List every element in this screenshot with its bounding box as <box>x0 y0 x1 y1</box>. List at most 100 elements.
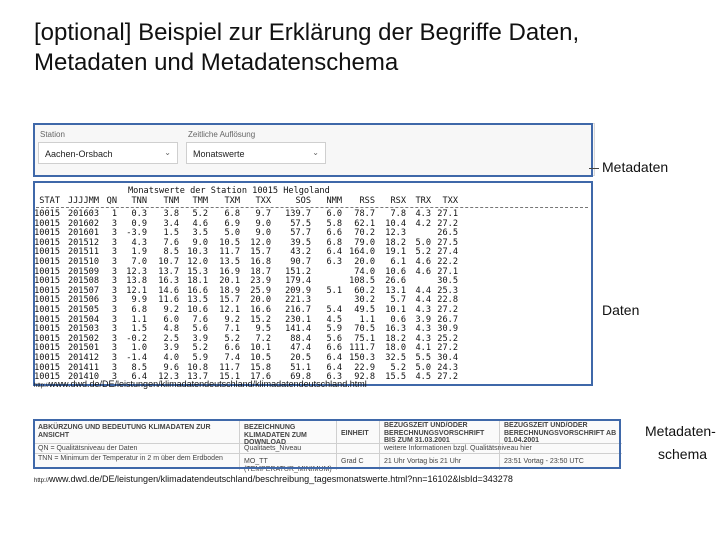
table-cell: 1 <box>111 209 117 219</box>
table-cell: 3 <box>111 228 117 239</box>
table-cell: 10.6 <box>385 266 406 277</box>
table-cell: 201410 <box>67 372 99 383</box>
table-cell: 47.4 <box>290 343 311 354</box>
table-cell: 5.9 <box>326 324 342 335</box>
table-cell: 10015 <box>34 276 60 287</box>
table-row: 10015 201602 3 0.9 3.4 4.6 6.9 9.0 57.5 5.8 62.1 10… <box>34 218 588 229</box>
table-cell: 10.7 <box>158 257 179 267</box>
table-cell: 7.6 <box>192 314 208 325</box>
table-cell: 13.5 <box>187 295 208 306</box>
schema-header-abbreviation: ABKÜRZUNG UND BEDEUTUNG KLIMADATEN ZUR A… <box>38 424 211 439</box>
table-cell: 74.0 <box>354 266 375 277</box>
table-cell: 3 <box>111 295 117 306</box>
table-cell: 6.8 <box>224 209 240 219</box>
column-header: TNN <box>131 196 147 206</box>
schema-row2-download-name: MO_TT (TEMPERATUR_MINIMUM) <box>244 458 332 473</box>
table-cell: 10015 <box>34 237 60 248</box>
table-row: 10015 201511 3 1.9 8.5 10.3 11.7 15.7 43.2 6.4 164… <box>34 247 588 258</box>
table-cell: 179.4 <box>285 276 311 287</box>
schema-row1-info-link[interactable]: weitere Informationen bzgl. Qualitätsniv… <box>384 445 532 452</box>
table-cell: 6.0 <box>163 314 179 325</box>
table-row: 10015 201510 3 7.0 10.7 12.0 13.5 16.8 90.7 6.3 20… <box>34 257 588 267</box>
table-cell: 10015 <box>34 257 60 267</box>
table-cell: 16.8 <box>250 257 271 267</box>
table-cell: 10015 <box>34 353 60 363</box>
metadata-pointer-line <box>589 168 599 169</box>
table-cell: -1.4 <box>126 353 147 363</box>
column-header: TNM <box>163 196 179 206</box>
table-cell: 4.8 <box>163 324 179 335</box>
table-cell: 3.9 <box>163 343 179 354</box>
table-cell: 6.6 <box>326 343 342 354</box>
table-cell: 5.8 <box>326 218 342 229</box>
table-cell: 15.7 <box>219 295 240 306</box>
table-cell: 4.6 <box>415 266 431 277</box>
table-cell: 1.5 <box>163 228 179 239</box>
schema-label-line2: schema <box>658 446 708 462</box>
table-cell: 201412 <box>67 353 99 363</box>
table-cell: 7.6 <box>163 237 179 248</box>
table-row: 10015 201509 3 12.3 13.7 15.3 16.9 18.7 151.2 74.… <box>34 266 588 277</box>
table-cell: 10.6 <box>187 305 208 315</box>
table-cell: 16.6 <box>250 305 271 315</box>
table-cell: 9.5 <box>255 324 271 335</box>
table-cell: 10.1 <box>385 305 406 315</box>
table-cell: 32.5 <box>385 353 406 363</box>
column-header: TXX <box>442 196 458 206</box>
table-cell: 22.9 <box>354 362 375 373</box>
schema-row2-from-2001: 23:51 Vortag - 23:50 UTC <box>504 458 584 465</box>
table-cell: 7.8 <box>390 209 406 219</box>
resolution-select[interactable]: Monatswerte ⌄ <box>186 142 326 164</box>
table-cell: 10.5 <box>219 237 240 248</box>
table-cell: 10015 <box>34 266 60 277</box>
table-cell: 150.3 <box>349 353 375 363</box>
table-cell: 6.8 <box>131 305 147 315</box>
table-cell: 5.1 <box>326 285 342 296</box>
table-row: 10015 201507 3 12.1 14.6 16.6 18.9 25.9 209.9 5.1… <box>34 285 588 296</box>
resolution-label: Zeitliche Auflösung <box>188 130 256 139</box>
table-cell: 201602 <box>67 218 99 229</box>
table-cell: 20.5 <box>290 353 311 363</box>
table-cell: 49.5 <box>354 305 375 315</box>
table-cell: 75.1 <box>354 333 375 344</box>
table-cell: 5.2 <box>415 247 431 258</box>
table-cell: 5.7 <box>390 295 406 306</box>
table-cell: 13.7 <box>158 266 179 277</box>
table-cell: 201501 <box>67 343 99 354</box>
table-cell: 4.5 <box>326 314 342 325</box>
schema-source-link[interactable]: http://www.dwd.de/DE/leistungen/klimadat… <box>34 474 513 484</box>
column-header: RSX <box>390 196 406 206</box>
table-cell: 209.9 <box>285 285 311 296</box>
column-header: RSS <box>359 196 375 206</box>
table-cell: 7.0 <box>131 257 147 267</box>
table-cell: 0.9 <box>131 218 147 229</box>
table-row: 10015 201603 1 0.3 3.8 5.2 6.8 9.7 139.7 6.0 78.7 7… <box>34 209 588 219</box>
table-cell: 201505 <box>67 305 99 315</box>
table-cell: 15.7 <box>250 247 271 258</box>
table-cell: 111.7 <box>349 343 375 354</box>
table-cell: 7.1 <box>224 324 240 335</box>
table-row: 10015 201410 3 6.4 12.3 13.7 15.1 17.6 69.8 6.3 92… <box>34 372 588 383</box>
table-cell: 3 <box>111 362 117 373</box>
table-cell: 5.0 <box>224 228 240 239</box>
table-row: 10015 201601 3 -3.9 1.5 3.5 5.0 9.0 57.7 6.6 70.2 1… <box>34 228 588 239</box>
table-cell: 10015 <box>34 305 60 315</box>
table-cell: 5.5 <box>415 353 431 363</box>
table-cell: 3 <box>111 237 117 248</box>
table-cell: 5.2 <box>192 209 208 219</box>
table-cell: 15.3 <box>187 266 208 277</box>
station-select[interactable]: Aachen-Orsbach ⌄ <box>38 142 178 164</box>
table-cell: 4.0 <box>163 353 179 363</box>
table-cell: 6.4 <box>131 372 147 383</box>
station-selection-panel: Station Aachen-Orsbach ⌄ Zeitliche Auflö… <box>33 123 595 176</box>
table-cell: 12.1 <box>126 285 147 296</box>
schema-row1-download-name: Qualitaets_Niveau <box>244 445 302 452</box>
table-cell: 12.3 <box>126 266 147 277</box>
table-cell: 26.7 <box>437 314 458 325</box>
table-cell: 5.0 <box>415 237 431 248</box>
data-source-link[interactable]: http://www.dwd.de/DE/leistungen/klimadat… <box>34 379 367 389</box>
table-cell: 10015 <box>34 209 60 219</box>
table-cell: 4.3 <box>415 305 431 315</box>
table-cell: 9.7 <box>255 209 271 219</box>
table-cell: 201512 <box>67 237 99 248</box>
